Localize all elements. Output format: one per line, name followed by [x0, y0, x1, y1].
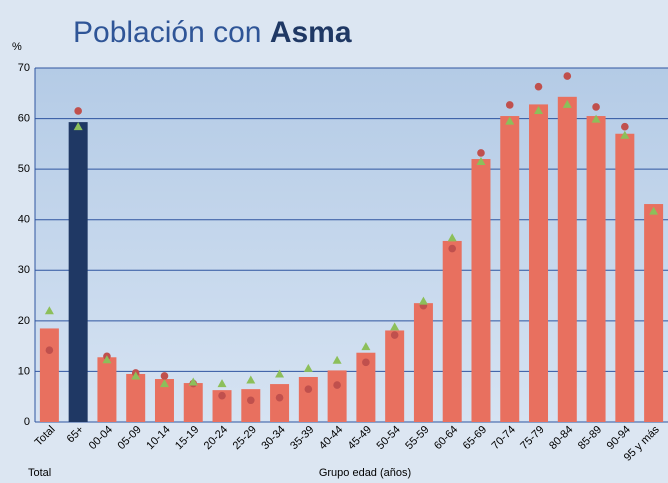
marker-circle [74, 107, 82, 115]
marker-triangle [246, 375, 256, 384]
marker-triangle [188, 377, 198, 386]
bar [270, 384, 290, 422]
x-tick-label: 50-54 [374, 424, 402, 452]
marker-circle [304, 385, 313, 393]
marker-triangle [591, 114, 601, 123]
marker-circle [390, 331, 399, 339]
bar [298, 376, 318, 422]
marker-circle [333, 381, 341, 389]
marker-triangle [332, 355, 342, 364]
bar [442, 240, 462, 422]
x-tick-label: 45-49 [346, 424, 374, 452]
x-tick-label: 65-69 [461, 424, 489, 452]
marker-triangle [562, 99, 572, 108]
marker-triangle [534, 105, 544, 114]
x-tick-label: 05-09 [115, 424, 143, 452]
bar [385, 330, 405, 422]
bar [356, 352, 376, 422]
bar [586, 116, 606, 423]
marker-triangle [303, 363, 313, 372]
x-axis-label: Grupo edad (años) [319, 467, 411, 479]
marker-circle [448, 244, 457, 253]
x-tick-label: 60-64 [432, 424, 460, 452]
title-main: Población con [73, 16, 261, 49]
bar [557, 96, 577, 422]
marker-triangle [447, 233, 457, 242]
bar [644, 204, 664, 422]
bar [241, 389, 261, 422]
marker-triangle [620, 130, 630, 139]
bar [615, 133, 635, 422]
marker-circle [362, 358, 370, 367]
bar [97, 357, 117, 422]
marker-triangle [361, 342, 371, 351]
marker-triangle [131, 371, 141, 380]
chart-title: Población con Asma [73, 16, 352, 49]
x-tick-label: 40-44 [317, 424, 345, 452]
marker-triangle [505, 116, 515, 125]
marker-circle [246, 396, 255, 405]
x-tick-label: 30-34 [259, 424, 287, 452]
bar [68, 122, 88, 423]
marker-triangle [73, 122, 83, 131]
marker-circle [477, 149, 485, 157]
y-tick-label: 50 [18, 163, 30, 175]
marker-circle [563, 72, 572, 80]
bar [413, 303, 433, 422]
marker-triangle [649, 206, 659, 215]
marker-triangle [418, 296, 428, 305]
x-tick-label: 80-84 [547, 424, 575, 452]
marker-triangle [275, 369, 285, 378]
y-tick-label: 0 [24, 416, 30, 428]
bar [529, 104, 549, 422]
x-tick-label: Total [33, 424, 58, 449]
x-tick-label: 85-89 [576, 424, 604, 452]
marker-circle [505, 101, 514, 109]
marker-triangle [390, 322, 400, 331]
marker-triangle [159, 379, 169, 388]
marker-circle [592, 103, 600, 111]
bar [327, 370, 347, 422]
marker-circle [275, 393, 284, 402]
bar [471, 159, 491, 422]
group-label: Total [28, 467, 51, 479]
x-tick-label: 55-59 [403, 424, 431, 452]
marker-circle [534, 82, 543, 91]
y-tick-label: 10 [18, 365, 30, 377]
marker-circle [160, 372, 169, 380]
bar [500, 116, 520, 423]
marker-triangle [476, 157, 486, 166]
marker-triangle [44, 306, 54, 315]
y-axis-label: % [12, 41, 22, 53]
marker-triangle [217, 379, 227, 388]
marker-triangle [102, 355, 112, 364]
marker-circle [218, 391, 226, 400]
y-tick-label: 60 [18, 112, 30, 124]
bar [154, 379, 174, 422]
x-tick-label: 65+ [65, 424, 87, 446]
bar [126, 373, 146, 422]
x-tick-label: 00-04 [87, 424, 115, 452]
marker-circle [45, 346, 54, 354]
x-tick-label: 35-39 [288, 424, 316, 452]
y-tick-label: 30 [18, 264, 30, 276]
y-tick-label: 70 [18, 62, 30, 74]
x-tick-label: 15-19 [173, 424, 201, 452]
y-tick-label: 40 [18, 214, 30, 226]
x-tick-label: 75-79 [518, 424, 546, 452]
x-tick-label: 10-14 [144, 424, 172, 452]
x-tick-label: 70-74 [490, 424, 518, 452]
bar [183, 383, 203, 422]
marker-circle [621, 122, 629, 131]
bar [39, 328, 59, 422]
y-tick-label: 20 [18, 315, 30, 327]
x-tick-label: 25-29 [231, 424, 259, 452]
x-tick-label: 20-24 [202, 424, 230, 452]
bar [212, 390, 232, 422]
title-emphasis: Asma [270, 16, 352, 49]
